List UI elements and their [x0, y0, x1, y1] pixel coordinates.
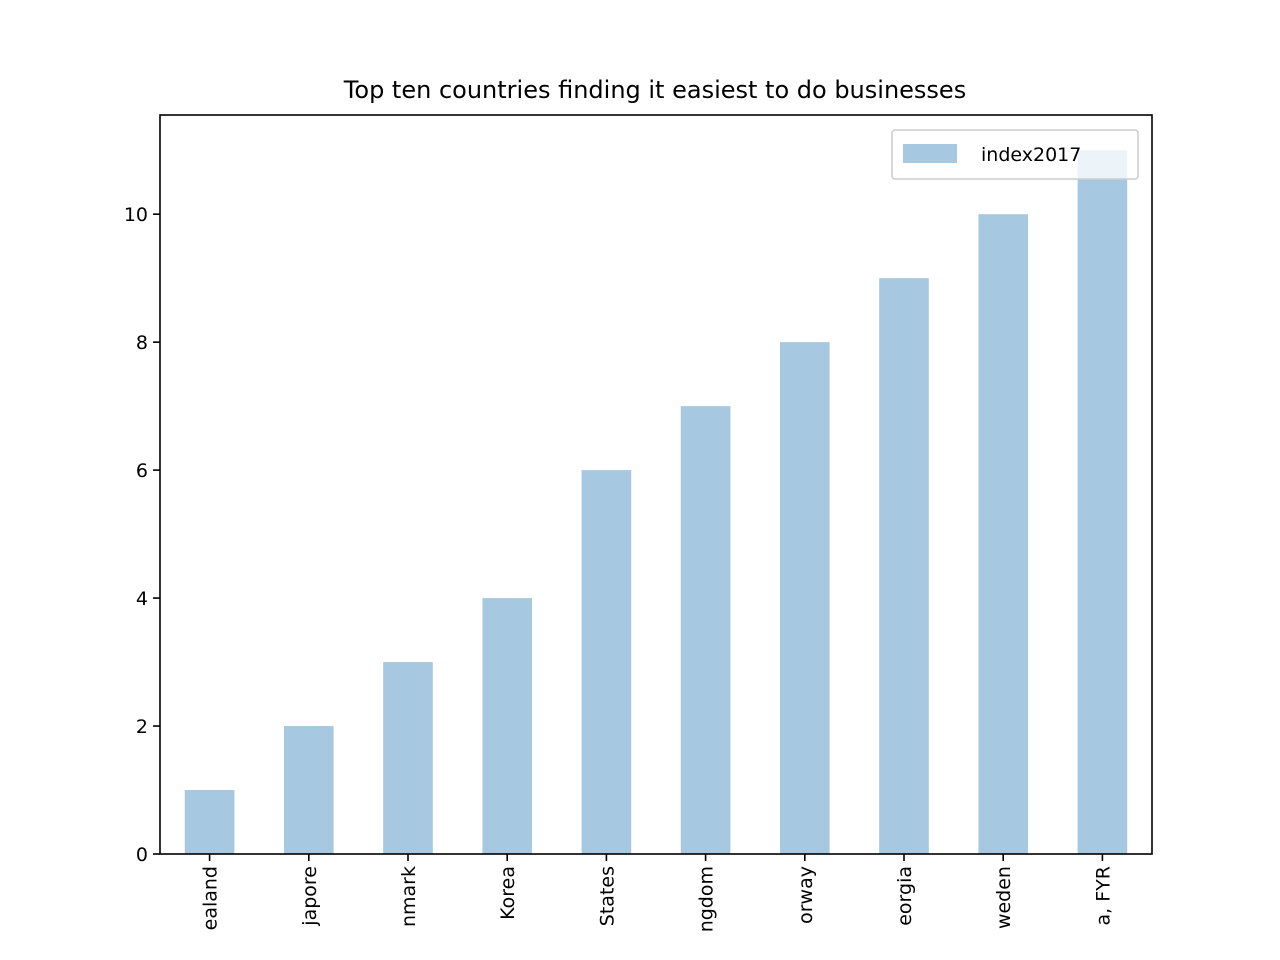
plot-frame — [159, 114, 1153, 855]
y-tick-label-0: 0 — [136, 844, 148, 866]
legend: index2017 — [891, 129, 1139, 180]
bar-4 — [581, 470, 632, 854]
bars-group — [184, 150, 1128, 854]
x-tick-label-7: eorgia — [894, 866, 916, 926]
y-tick-label-3: 6 — [136, 460, 148, 482]
x-axis: ealand japore nmark Korea States ngdom orway eo… — [200, 854, 1114, 932]
x-tick-label-3: Korea — [497, 866, 519, 920]
y-tick-label-1: 2 — [136, 716, 148, 738]
legend-label: index2017 — [981, 144, 1081, 166]
y-axis: 0 2 4 6 8 10 — [124, 204, 160, 866]
x-tick-label-2: nmark — [398, 866, 420, 927]
x-tick-label-6: orway — [795, 866, 817, 924]
x-tick-label-4: States — [596, 866, 618, 926]
y-tick-label-2: 4 — [136, 588, 148, 610]
x-tick-label-8: weden — [993, 866, 1015, 929]
y-tick-label-5: 10 — [124, 204, 148, 226]
bar-5 — [680, 406, 731, 854]
legend-box — [891, 129, 1139, 180]
x-tick-label-9: a, FYR — [1092, 866, 1114, 925]
chart-title: Top ten countries finding it easiest to … — [343, 76, 966, 104]
bar-7 — [879, 278, 929, 854]
bar-8 — [978, 214, 1028, 854]
bar-1 — [284, 726, 334, 854]
bar-2 — [383, 662, 433, 854]
x-tick-label-5: ngdom — [696, 866, 718, 932]
x-tick-label-1: japore — [299, 866, 321, 927]
bar-3 — [482, 598, 532, 854]
x-tick-label-0: ealand — [200, 866, 222, 930]
y-tick-label-4: 8 — [136, 332, 148, 354]
bar-6 — [780, 342, 830, 854]
bar-9 — [1077, 150, 1128, 854]
legend-swatch — [903, 144, 957, 163]
bar-0 — [184, 790, 235, 854]
